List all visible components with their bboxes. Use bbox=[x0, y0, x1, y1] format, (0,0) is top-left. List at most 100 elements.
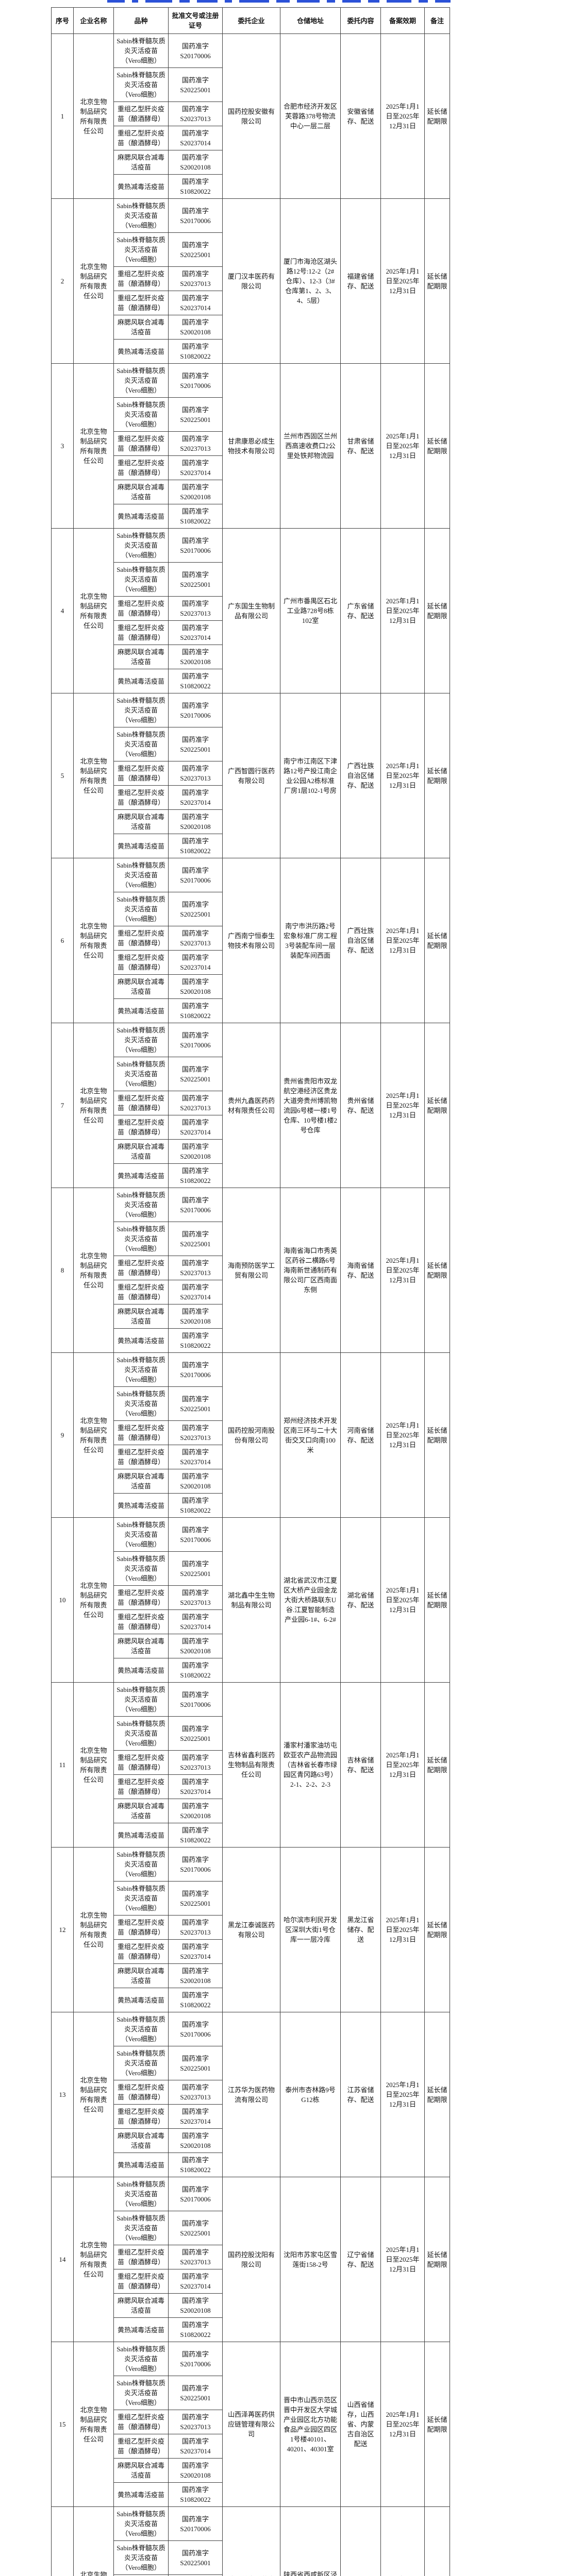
row-number-cell: 6 bbox=[51, 858, 74, 1023]
table-row: Sabin株脊髓灰质炎灭活疫苗（Vero细胞） 国药准字 S20225001 bbox=[52, 2211, 450, 2245]
approval-number-cell: 国药准字 S20225001 bbox=[168, 562, 223, 597]
address-cell: 哈尔滨市利民开发区深圳大街1号仓库一一层冷库 bbox=[280, 1847, 341, 2012]
approval-number-cell: 国药准字 S20170006 bbox=[168, 2177, 223, 2211]
approval-code: S20237014 bbox=[180, 2117, 211, 2125]
approval-number-cell: 国药准字 S20020108 bbox=[168, 1799, 223, 1823]
approval-prefix: 国药准字 bbox=[181, 1143, 209, 1150]
company-cell: 北京生物制品研究所有限责任公司 bbox=[73, 1847, 114, 2012]
approval-code: S20225001 bbox=[180, 1734, 211, 1742]
product-name-cell: 麻腮风联合减毒活疫苗 bbox=[113, 480, 169, 504]
approval-code: S10820022 bbox=[180, 1506, 211, 1514]
table-row: 1 北京生物制品研究所有限责任公司 Sabin株脊髓灰质炎灭活疫苗（Vero细胞）国… bbox=[51, 33, 450, 199]
approval-prefix: 国药准字 bbox=[181, 672, 209, 680]
remark-cell: 延长储配期限 bbox=[424, 1517, 450, 1683]
address-cell: 南宁市江南区下津路12号产投江南企业公园A2栋标准厂房1层102-1号房 bbox=[280, 693, 341, 858]
approval-code: S20237014 bbox=[180, 2282, 211, 2290]
product-name-cell: Sabin株脊髓灰质炎灭活疫苗（Vero细胞） bbox=[113, 2506, 169, 2541]
product-name-cell: Sabin株脊髓灰质炎灭活疫苗（Vero细胞） bbox=[113, 1716, 169, 1751]
product-name-cell: 重组乙型肝炎疫苗（酿酒酵母） bbox=[113, 266, 169, 291]
product-name-cell: 重组乙型肝炎疫苗（酿酒酵母） bbox=[113, 1420, 169, 1445]
approval-number-cell: 国药准字 S20170006 bbox=[168, 528, 223, 563]
product-name-cell: 麻腮风联合减毒活疫苗 bbox=[113, 1963, 169, 1988]
approval-number-cell: 国药准字 S20237014 bbox=[168, 126, 223, 150]
table-row: 15 北京生物制品研究所有限责任公司 Sabin株脊髓灰质炎灭活疫苗（Vero细胞）… bbox=[51, 2342, 450, 2507]
approval-code: S20237013 bbox=[180, 115, 211, 123]
approval-code: S20170006 bbox=[180, 1370, 211, 1379]
header-filing-validity: 备案效期 bbox=[380, 7, 425, 34]
approval-code: S20170006 bbox=[180, 2360, 211, 2368]
product-name-cell: Sabin株脊髓灰质炎灭活疫苗（Vero细胞） bbox=[113, 2177, 169, 2211]
product-name-cell: 重组乙型肝炎疫苗（酿酒酵母） bbox=[113, 101, 169, 126]
entrusted-company-cell: 国药控股安徽有限公司 bbox=[222, 33, 280, 199]
product-name-cell: 黄热减毒活疫苗 bbox=[113, 2153, 169, 2177]
approval-code: S20237013 bbox=[180, 1269, 211, 1277]
approval-prefix: 国药准字 bbox=[181, 507, 209, 515]
product-name-cell: Sabin株脊髓灰质炎灭活疫苗（Vero细胞） bbox=[113, 892, 169, 926]
row-number-cell: 7 bbox=[51, 1023, 74, 1188]
approval-code: S20020108 bbox=[180, 1317, 211, 1325]
approval-code: S20237013 bbox=[180, 280, 211, 287]
approval-number-cell: 国药准字 S20170006 bbox=[168, 2012, 223, 2046]
product-name-cell: Sabin株脊髓灰质炎灭活疫苗（Vero细胞） bbox=[113, 1057, 169, 1091]
address-cell: 郑州经济技术开发区南三环与二十大街交叉口向南100米 bbox=[280, 1352, 341, 1518]
approval-code: S20237013 bbox=[180, 1434, 211, 1442]
validity-cell: 2025年1月1日至2025年12月31日 bbox=[380, 1682, 425, 1848]
product-name-cell: 麻腮风联合减毒活疫苗 bbox=[113, 645, 169, 669]
product-name-cell: Sabin株脊髓灰质炎灭活疫苗（Vero细胞） bbox=[113, 2211, 169, 2245]
approval-number-cell: 国药准字 S20020108 bbox=[168, 1634, 223, 1658]
content-cell: 安徽省储存、配送 bbox=[340, 33, 381, 199]
table-row: 黄热减毒活疫苗 国药准字 S10820022 bbox=[52, 1823, 450, 1848]
approval-number-cell: 国药准字 S10820022 bbox=[168, 339, 223, 364]
row-number-cell: 2 bbox=[51, 198, 74, 364]
product-name-cell: 黄热减毒活疫苗 bbox=[113, 1658, 169, 1683]
approval-prefix: 国药准字 bbox=[181, 1094, 209, 1102]
approval-code: S20225001 bbox=[180, 86, 211, 94]
table-row: 黄热减毒活疫苗 国药准字 S10820022 bbox=[52, 1658, 450, 1683]
table-row: 黄热减毒活疫苗 国药准字 S10820022 bbox=[52, 339, 450, 364]
approval-number-cell: 国药准字 S20225001 bbox=[168, 1386, 223, 1421]
approval-code: S20170006 bbox=[180, 216, 211, 225]
table-row: Sabin株脊髓灰质炎灭活疫苗（Vero细胞） 国药准字 S20225001 bbox=[52, 1716, 450, 1751]
approval-prefix: 国药准字 bbox=[181, 929, 209, 937]
address-cell: 晋中市山西示范区晋中开发区大学城产业园区北方功能食品产业园区四区1号楼40101… bbox=[280, 2342, 341, 2507]
product-name-cell: 重组乙型肝炎疫苗（酿酒酵母） bbox=[113, 785, 169, 810]
entrusted-company-cell: 海南预防医学工贸有限公司 bbox=[222, 1188, 280, 1353]
approval-prefix: 国药准字 bbox=[181, 1065, 209, 1073]
approval-number-cell: 国药准字 S20225001 bbox=[168, 2211, 223, 2245]
approval-number-cell: 国药准字 S20225001 bbox=[168, 67, 223, 102]
product-name-cell: Sabin株脊髓灰质炎灭活疫苗（Vero细胞） bbox=[113, 2376, 169, 2410]
table-row: 重组乙型肝炎疫苗（酿酒酵母） 国药准字 S20237014 bbox=[52, 1939, 450, 1964]
company-cell: 北京生物制品研究所有限责任公司 bbox=[73, 363, 114, 529]
entrusted-company-cell: 湖北鑫中生生物制品有限公司 bbox=[222, 1517, 280, 1683]
product-name-cell: Sabin株脊髓灰质炎灭活疫苗（Vero细胞） bbox=[113, 1222, 169, 1256]
approval-number-cell: 国药准字 S10820022 bbox=[168, 669, 223, 693]
approval-number-cell: 国药准字 S20020108 bbox=[168, 2458, 223, 2483]
approval-prefix: 国药准字 bbox=[181, 178, 209, 185]
approval-prefix: 国药准字 bbox=[181, 1919, 209, 1926]
approval-prefix: 国药准字 bbox=[181, 76, 209, 84]
table-row: 麻腮风联合减毒活疫苗 国药准字 S20020108 bbox=[52, 150, 450, 175]
product-name-cell: 黄热减毒活疫苗 bbox=[113, 504, 169, 529]
approval-number-cell: 国药准字 S20020108 bbox=[168, 2128, 223, 2153]
approval-prefix: 国药准字 bbox=[181, 1361, 209, 1369]
approval-number-cell: 国药准字 S20237013 bbox=[168, 2080, 223, 2105]
remark-cell: 延长储配期限 bbox=[424, 2506, 450, 2576]
product-name-cell: Sabin株脊髓灰质炎灭活疫苗（Vero细胞） bbox=[113, 1188, 169, 1222]
table-row: Sabin株脊髓灰质炎灭活疫苗（Vero细胞） 国药准字 S20225001 bbox=[52, 1881, 450, 1916]
approval-prefix: 国药准字 bbox=[181, 1943, 209, 1951]
approval-number-cell: 国药准字 S20237013 bbox=[168, 1915, 223, 1940]
approval-number-cell: 国药准字 S20170006 bbox=[168, 33, 223, 68]
approval-code: S20237013 bbox=[180, 1764, 211, 1771]
remark-cell: 延长储配期限 bbox=[424, 33, 450, 199]
company-cell: 北京生物制品研究所有限责任公司 bbox=[73, 1682, 114, 1848]
table-row: 麻腮风联合减毒活疫苗 国药准字 S20020108 bbox=[52, 1963, 450, 1988]
row-number-cell: 16 bbox=[51, 2506, 74, 2576]
address-cell: 陕西省西咸新区泾河新城美国科技产业园佳禾厂区第一幢一层北 bbox=[280, 2506, 341, 2576]
approval-prefix: 国药准字 bbox=[181, 2462, 209, 2469]
product-name-cell: 重组乙型肝炎疫苗（酿酒酵母） bbox=[113, 1609, 169, 1634]
header-approval-number: 批准文号或注册证号 bbox=[168, 7, 223, 34]
approval-code: S10820022 bbox=[180, 2496, 211, 2503]
approval-code: S20020108 bbox=[180, 1647, 211, 1655]
address-cell: 合肥市经济开发区芙蓉路378号物流中心一层二层 bbox=[280, 33, 341, 199]
